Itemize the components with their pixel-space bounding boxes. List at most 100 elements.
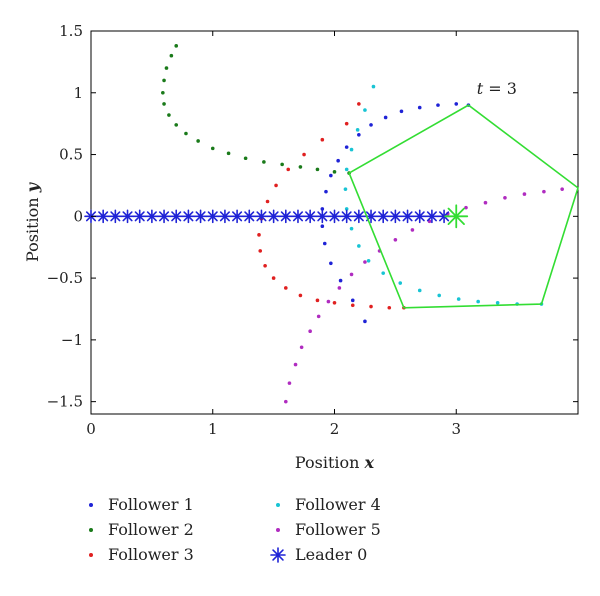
data-point — [274, 183, 278, 188]
y-tick-label: 0 — [73, 207, 83, 225]
data-point — [293, 362, 298, 367]
data-point — [302, 152, 306, 157]
y-axis-label: Position y — [23, 181, 42, 262]
legend-marker — [89, 503, 93, 507]
y-tick-label: 1 — [73, 84, 83, 102]
data-point — [271, 276, 276, 280]
leader-point — [254, 209, 269, 224]
data-point — [483, 200, 488, 205]
legend-marker — [276, 503, 280, 507]
data-point — [349, 226, 354, 231]
data-point — [169, 53, 174, 58]
data-point — [363, 108, 367, 112]
data-point — [308, 329, 312, 334]
data-point — [280, 162, 284, 167]
data-point — [417, 288, 422, 293]
data-point — [263, 263, 267, 268]
leader-point — [193, 209, 208, 224]
data-point — [284, 286, 288, 290]
data-point — [174, 123, 179, 127]
leader-point — [230, 209, 244, 224]
data-point — [363, 260, 367, 264]
data-point — [357, 102, 361, 106]
leader-point — [181, 209, 196, 224]
leader-point — [96, 209, 110, 224]
data-point — [320, 224, 325, 229]
legend-label: Follower 3 — [108, 545, 194, 564]
data-point — [262, 160, 266, 164]
y-tick-label: −0.5 — [47, 269, 83, 287]
data-point — [332, 170, 337, 174]
legend-item: Follower 3 — [89, 545, 194, 564]
x-tick-label: 1 — [208, 420, 218, 438]
data-point — [298, 165, 303, 169]
data-point — [316, 314, 321, 319]
leader-point — [120, 209, 135, 224]
leader-point — [339, 209, 354, 224]
legend-label: Follower 4 — [295, 495, 381, 514]
data-point — [369, 123, 373, 127]
leader-point — [291, 209, 305, 224]
data-point — [503, 195, 507, 200]
data-point — [381, 271, 386, 275]
x-axis-label: Position x — [295, 453, 375, 472]
leader-current-position — [444, 204, 469, 229]
data-point — [454, 102, 459, 106]
data-point — [162, 78, 166, 83]
leader-point — [242, 209, 257, 224]
plot-area — [84, 30, 579, 415]
y-tick-label: −1.5 — [47, 393, 83, 411]
data-point — [366, 259, 371, 263]
y-axis-label-var: y — [23, 181, 42, 193]
leader-point — [412, 209, 427, 224]
data-point — [383, 115, 388, 120]
data-point — [320, 137, 325, 142]
leader-point — [388, 209, 403, 224]
time-annotation-value: = 3 — [483, 79, 517, 98]
data-point — [344, 121, 349, 126]
legend-marker — [89, 553, 93, 557]
y-axis-label-text: Position — [23, 197, 42, 262]
data-point — [398, 281, 403, 285]
leader-point — [266, 209, 281, 224]
series-0 — [320, 102, 471, 324]
x-axis-label-text: Position — [295, 453, 360, 472]
data-point — [329, 261, 333, 266]
legend-item: Follower 5 — [276, 520, 381, 539]
data-point — [344, 167, 349, 172]
data-point — [410, 228, 415, 232]
y-tick-label: 1.5 — [59, 22, 83, 40]
x-tick-label: 2 — [330, 420, 340, 438]
time-annotation-var: t — [477, 79, 484, 98]
legend-label: Leader 0 — [295, 545, 367, 564]
legend-item: Follower 1 — [89, 495, 194, 514]
data-point — [349, 147, 354, 152]
legend-item: Follower 4 — [276, 495, 381, 514]
data-point — [522, 192, 527, 196]
data-point — [350, 298, 355, 303]
data-point — [184, 131, 188, 136]
data-point — [243, 156, 248, 161]
y-axis-ticks: 1.5 1 0.5 0 −0.5 −1 −1.5 — [47, 22, 578, 411]
data-point — [164, 66, 169, 70]
leader-point — [327, 209, 342, 224]
data-point — [387, 305, 392, 310]
legend-marker — [270, 547, 286, 563]
legend-label: Follower 2 — [108, 520, 194, 539]
series-3 — [343, 84, 544, 306]
leader-point — [169, 209, 184, 224]
data-point — [284, 399, 288, 404]
data-point — [226, 151, 231, 156]
leader-point — [400, 209, 415, 224]
data-point — [322, 241, 327, 246]
data-point — [542, 189, 546, 194]
data-point — [357, 244, 361, 248]
legend-label: Follower 1 — [108, 495, 194, 514]
data-point — [286, 167, 291, 172]
legend-marker — [276, 528, 280, 532]
data-point — [338, 278, 343, 283]
y-tick-label: −1 — [61, 331, 83, 349]
data-point — [329, 173, 333, 178]
data-point — [265, 199, 270, 204]
data-point — [337, 286, 342, 290]
